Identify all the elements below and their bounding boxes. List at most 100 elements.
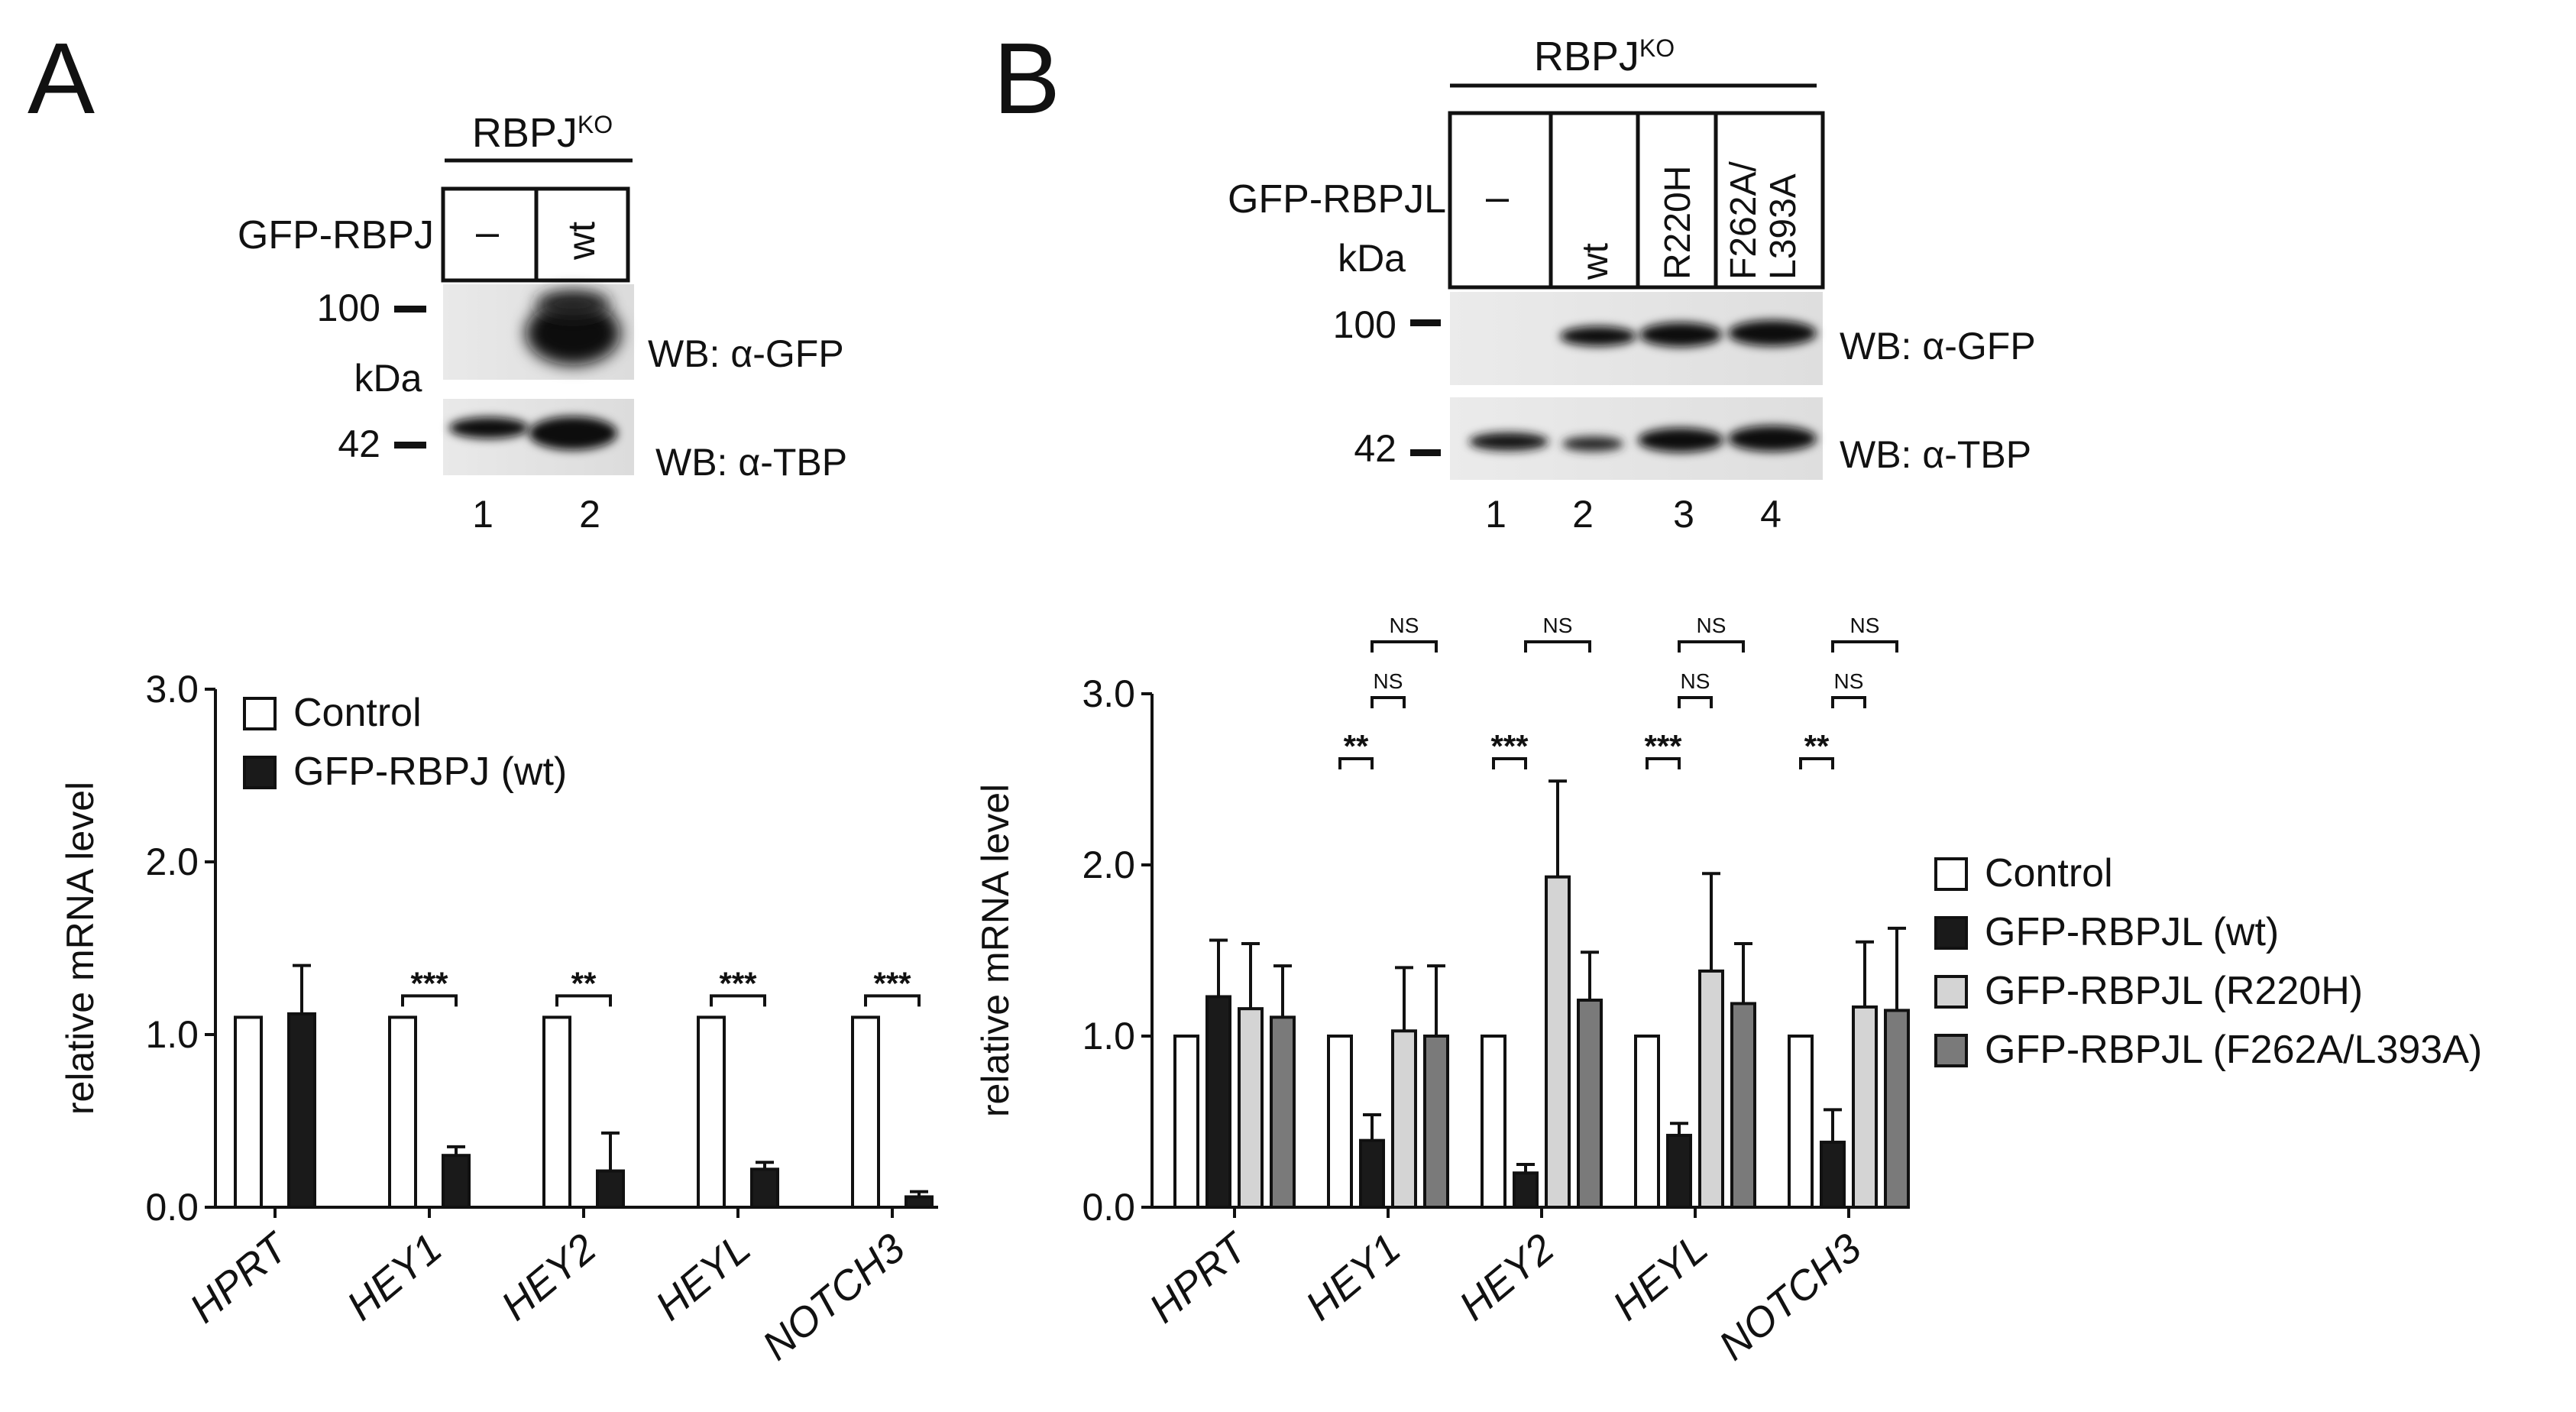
panel-a-chart: 0.0 1.0 2.0 3.0 relative mRNA level HPRT HEY1 H… (59, 668, 938, 1369)
y-tick-label: 3.0 (145, 668, 199, 711)
y-tick-label: 0.0 (1082, 1186, 1135, 1229)
bar-hey2-series-1 (1513, 1171, 1539, 1209)
bar-heyl-series-0 (697, 1015, 726, 1210)
bar-hprt-series-1 (287, 1012, 316, 1209)
panel-b-marker-100: 100 (1333, 303, 1396, 346)
y-tick-label: 2.0 (1082, 844, 1135, 886)
panel-b-gfp-band-lane2 (1560, 326, 1636, 346)
significance-label: ** (1344, 728, 1369, 764)
panel-a-gfp-smear (536, 290, 610, 318)
significance-bracket (555, 994, 612, 1007)
y-tick-label: 3.0 (1082, 672, 1135, 715)
significance-label: *** (1490, 728, 1529, 764)
legend-label: GFP-RBPJL (F262A/L393A) (1985, 1028, 2482, 1072)
panel-a-blot: A RBPJKO GFP-RBPJ – wt 100 kDa WB: α-GFP… (28, 22, 847, 536)
legend-swatch (243, 697, 277, 730)
bar-notch3-series-3 (1884, 1009, 1910, 1210)
significance-bracket (710, 994, 766, 1007)
bar-heyl-series-1 (1666, 1133, 1692, 1210)
bar-notch3-series-1 (905, 1195, 934, 1209)
significance-label: *** (873, 965, 911, 1001)
panel-b-kda: kDa (1338, 237, 1406, 280)
panel-b-lane-number-3: 3 (1673, 493, 1694, 536)
significance-bracket (1799, 757, 1834, 769)
panel-b-marker-42-tick (1410, 449, 1441, 456)
significance-bracket (1371, 640, 1438, 653)
x-tick-label: HPRT (181, 1223, 299, 1332)
panel-a-letter: A (28, 22, 95, 134)
panel-a-row-label: GFP-RBPJ (238, 213, 434, 257)
significance-bracket (1371, 696, 1406, 708)
x-tick-label: HEYL (647, 1225, 759, 1329)
bar-notch3-series-0 (851, 1015, 880, 1210)
panel-a-kda: kDa (354, 357, 422, 400)
panel-b-lane-number-2: 2 (1572, 493, 1594, 536)
panel-b-tbp-band-lane3 (1638, 428, 1723, 452)
panel-b-wb-gfp: WB: α-GFP (1840, 325, 2036, 368)
panel-b-tbp-band-lane4 (1728, 426, 1817, 452)
significance-bracket (1524, 640, 1591, 653)
legend-label: Control (293, 691, 422, 735)
panel-b-marker-42: 42 (1354, 427, 1396, 470)
legend-swatch (243, 756, 277, 789)
x-tick-label: HEY2 (493, 1225, 605, 1329)
significance-label: NS (1697, 614, 1727, 637)
bar-hey2-series-0 (1481, 1035, 1506, 1209)
bar-hey1-series-2 (1391, 1029, 1417, 1210)
bar-hey1-series-1 (442, 1154, 471, 1209)
x-tick-label: NOTCH3 (1710, 1225, 1870, 1369)
significance-label: NS (1390, 614, 1419, 637)
panel-b-lane-1-label: – (1486, 174, 1509, 220)
x-tick-label: HPRT (1141, 1223, 1258, 1332)
bar-heyl-series-1 (750, 1167, 779, 1210)
panel-a-wb-gfp: WB: α-GFP (648, 332, 844, 375)
x-tick-label: HEY1 (1297, 1225, 1409, 1329)
significance-bracket (1492, 757, 1527, 769)
panel-a-lane-1-label: – (476, 209, 499, 255)
bar-heyl-series-3 (1730, 1002, 1756, 1209)
significance-bracket (1338, 757, 1374, 769)
x-tick-label: HEYL (1604, 1225, 1717, 1329)
significance-bracket (1831, 640, 1898, 653)
panel-b-lane-4-label-line2: L393A (1763, 173, 1804, 280)
bar-notch3-series-1 (1820, 1140, 1846, 1210)
panel-a-lane-number-2: 2 (579, 493, 600, 536)
panel-b-lane-number-1: 1 (1485, 493, 1506, 536)
bar-hprt-series-1 (1205, 995, 1231, 1209)
significance-bracket (1646, 757, 1681, 769)
bar-hey1-series-0 (388, 1015, 417, 1210)
bar-hey1-series-1 (1359, 1138, 1385, 1210)
significance-bracket (1831, 696, 1866, 708)
legend-label: GFP-RBPJL (wt) (1985, 910, 2279, 954)
bar-hey1-series-0 (1327, 1035, 1353, 1209)
significance-label: NS (1374, 669, 1403, 693)
bar-hprt-series-0 (1173, 1035, 1199, 1209)
significance-label: *** (719, 965, 757, 1001)
panel-a-tbp-band-lane2 (529, 416, 617, 450)
significance-bracket (401, 994, 458, 1007)
y-tick-label: 1.0 (145, 1013, 199, 1056)
x-tick-label: HEY1 (338, 1225, 451, 1329)
significance-label: NS (1681, 669, 1710, 693)
bar-hprt-series-2 (1238, 1007, 1264, 1210)
panel-b-lane-4-label-line1: F262A/ (1723, 161, 1764, 280)
panel-a-marker-100-tick (394, 306, 426, 313)
bar-hprt-series-3 (1270, 1015, 1296, 1209)
panel-a-lane-number-1: 1 (472, 493, 494, 536)
panel-a-group-label: RBPJKO (472, 110, 613, 156)
significance-label: ** (1804, 728, 1830, 764)
bar-hey2-series-3 (1577, 998, 1603, 1209)
panel-b-tbp-band-lane1 (1469, 432, 1549, 451)
significance-label: ** (571, 965, 597, 1001)
x-tick-label: NOTCH3 (754, 1225, 914, 1369)
panel-a-marker-42: 42 (338, 423, 380, 465)
legend-label: GFP-RBPJL (R220H) (1985, 969, 2363, 1013)
significance-bracket (1678, 696, 1713, 708)
significance-label: NS (1834, 669, 1864, 693)
legend-swatch (1934, 975, 1968, 1009)
y-axis-label: relative mRNA level (59, 782, 102, 1115)
panel-a-marker-100: 100 (317, 287, 380, 329)
panel-b-letter: B (993, 22, 1060, 134)
panel-b-chart: 0.0 1.0 2.0 3.0 relative mRNA level HPRT HEY1 H… (974, 614, 2482, 1369)
bar-hey1-series-3 (1423, 1035, 1449, 1209)
